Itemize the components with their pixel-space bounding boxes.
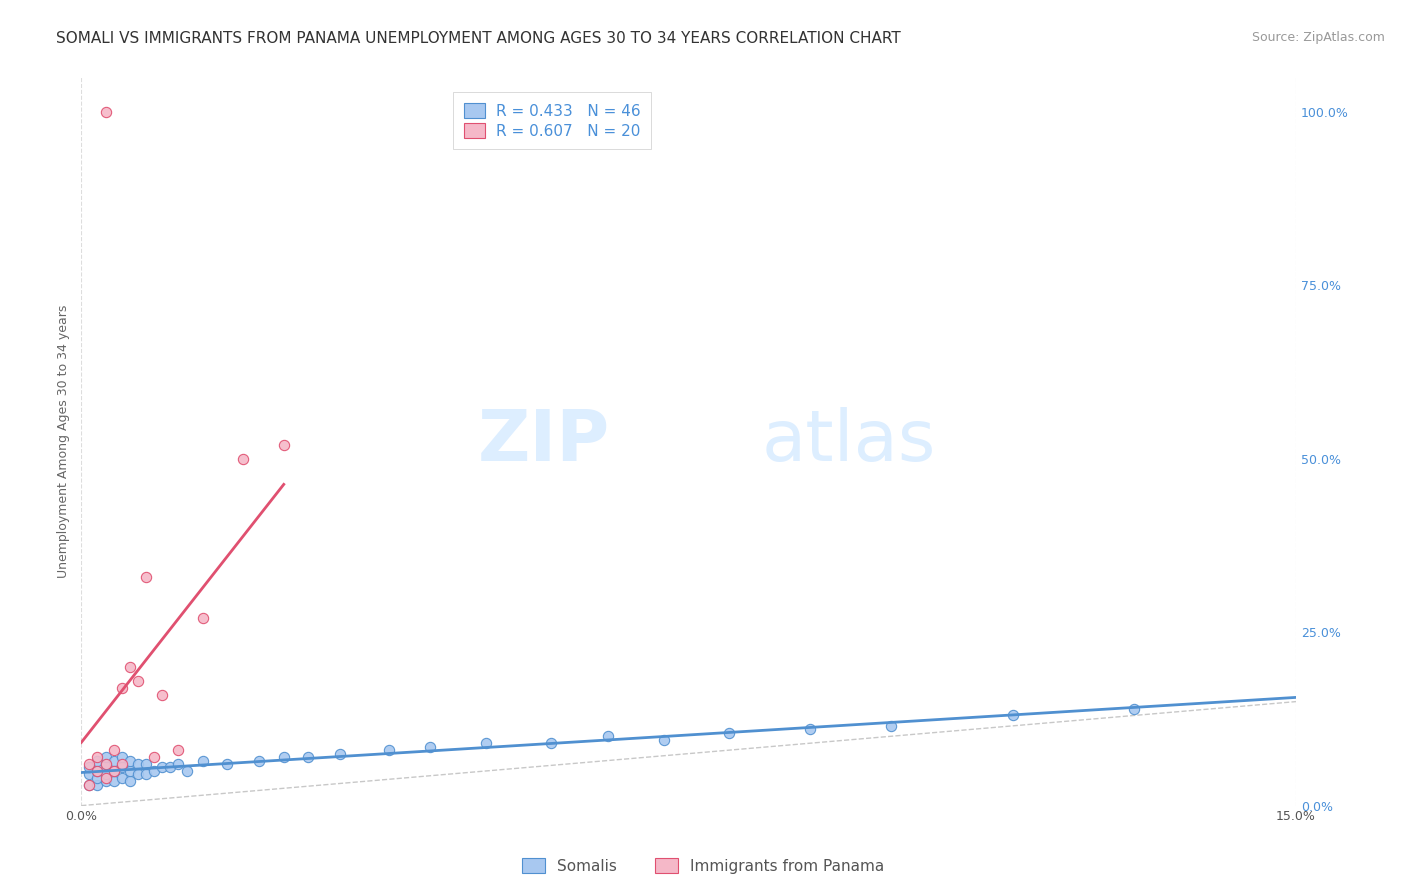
Point	[167, 757, 190, 772]
Point	[135, 757, 157, 772]
Point	[103, 754, 125, 768]
Point	[191, 611, 214, 625]
Point	[86, 764, 108, 778]
Point	[159, 760, 181, 774]
Point	[135, 570, 157, 584]
Point	[79, 778, 101, 792]
Point	[103, 764, 125, 778]
Point	[111, 760, 134, 774]
Point	[86, 771, 108, 785]
Text: atlas: atlas	[762, 407, 936, 476]
Point	[111, 771, 134, 785]
Point	[118, 660, 141, 674]
Point	[79, 778, 101, 792]
Point	[167, 743, 190, 757]
Point	[799, 723, 821, 737]
Point	[176, 764, 198, 778]
Point	[94, 767, 117, 781]
Point	[118, 774, 141, 789]
Point	[1001, 708, 1024, 723]
Point	[135, 767, 157, 781]
Point	[596, 729, 619, 743]
Point	[94, 750, 117, 764]
Point	[103, 764, 125, 778]
Legend: Somalis, Immigrants from Panama: Somalis, Immigrants from Panama	[516, 852, 890, 880]
Point	[654, 732, 676, 747]
Legend: R = 0.433   N = 46, R = 0.607   N = 20: R = 0.433 N = 46, R = 0.607 N = 20	[453, 93, 651, 149]
Point	[127, 673, 149, 688]
Point	[94, 774, 117, 789]
Point	[94, 771, 117, 785]
Point	[111, 750, 134, 764]
Text: SOMALI VS IMMIGRANTS FROM PANAMA UNEMPLOYMENT AMONG AGES 30 TO 34 YEARS CORRELAT: SOMALI VS IMMIGRANTS FROM PANAMA UNEMPLO…	[56, 31, 901, 46]
Point	[273, 750, 295, 764]
Point	[103, 743, 125, 757]
Point	[118, 764, 141, 778]
Point	[297, 750, 319, 764]
Point	[378, 743, 401, 757]
Point	[215, 757, 238, 772]
Point	[111, 681, 134, 695]
Point	[86, 750, 108, 764]
Point	[329, 747, 352, 761]
Point	[1123, 701, 1146, 715]
Text: ZIP: ZIP	[478, 407, 610, 476]
Point	[150, 760, 173, 774]
Point	[273, 438, 295, 452]
Point	[127, 767, 149, 781]
Point	[150, 688, 173, 702]
Point	[191, 754, 214, 768]
Point	[232, 451, 254, 466]
Point	[86, 778, 108, 792]
Point	[79, 757, 101, 772]
Point	[475, 736, 498, 750]
Point	[718, 726, 741, 740]
Point	[540, 736, 562, 750]
Point	[94, 757, 117, 772]
Point	[880, 719, 903, 733]
Y-axis label: Unemployment Among Ages 30 to 34 years: Unemployment Among Ages 30 to 34 years	[58, 305, 70, 578]
Point	[111, 757, 134, 772]
Point	[79, 767, 101, 781]
Point	[143, 764, 166, 778]
Point	[418, 739, 440, 754]
Point	[79, 760, 101, 774]
Text: Source: ZipAtlas.com: Source: ZipAtlas.com	[1251, 31, 1385, 45]
Point	[249, 754, 271, 768]
Point	[103, 774, 125, 789]
Point	[143, 750, 166, 764]
Point	[127, 757, 149, 772]
Point	[118, 754, 141, 768]
Point	[94, 757, 117, 772]
Point	[94, 105, 117, 120]
Point	[86, 764, 108, 778]
Point	[86, 754, 108, 768]
